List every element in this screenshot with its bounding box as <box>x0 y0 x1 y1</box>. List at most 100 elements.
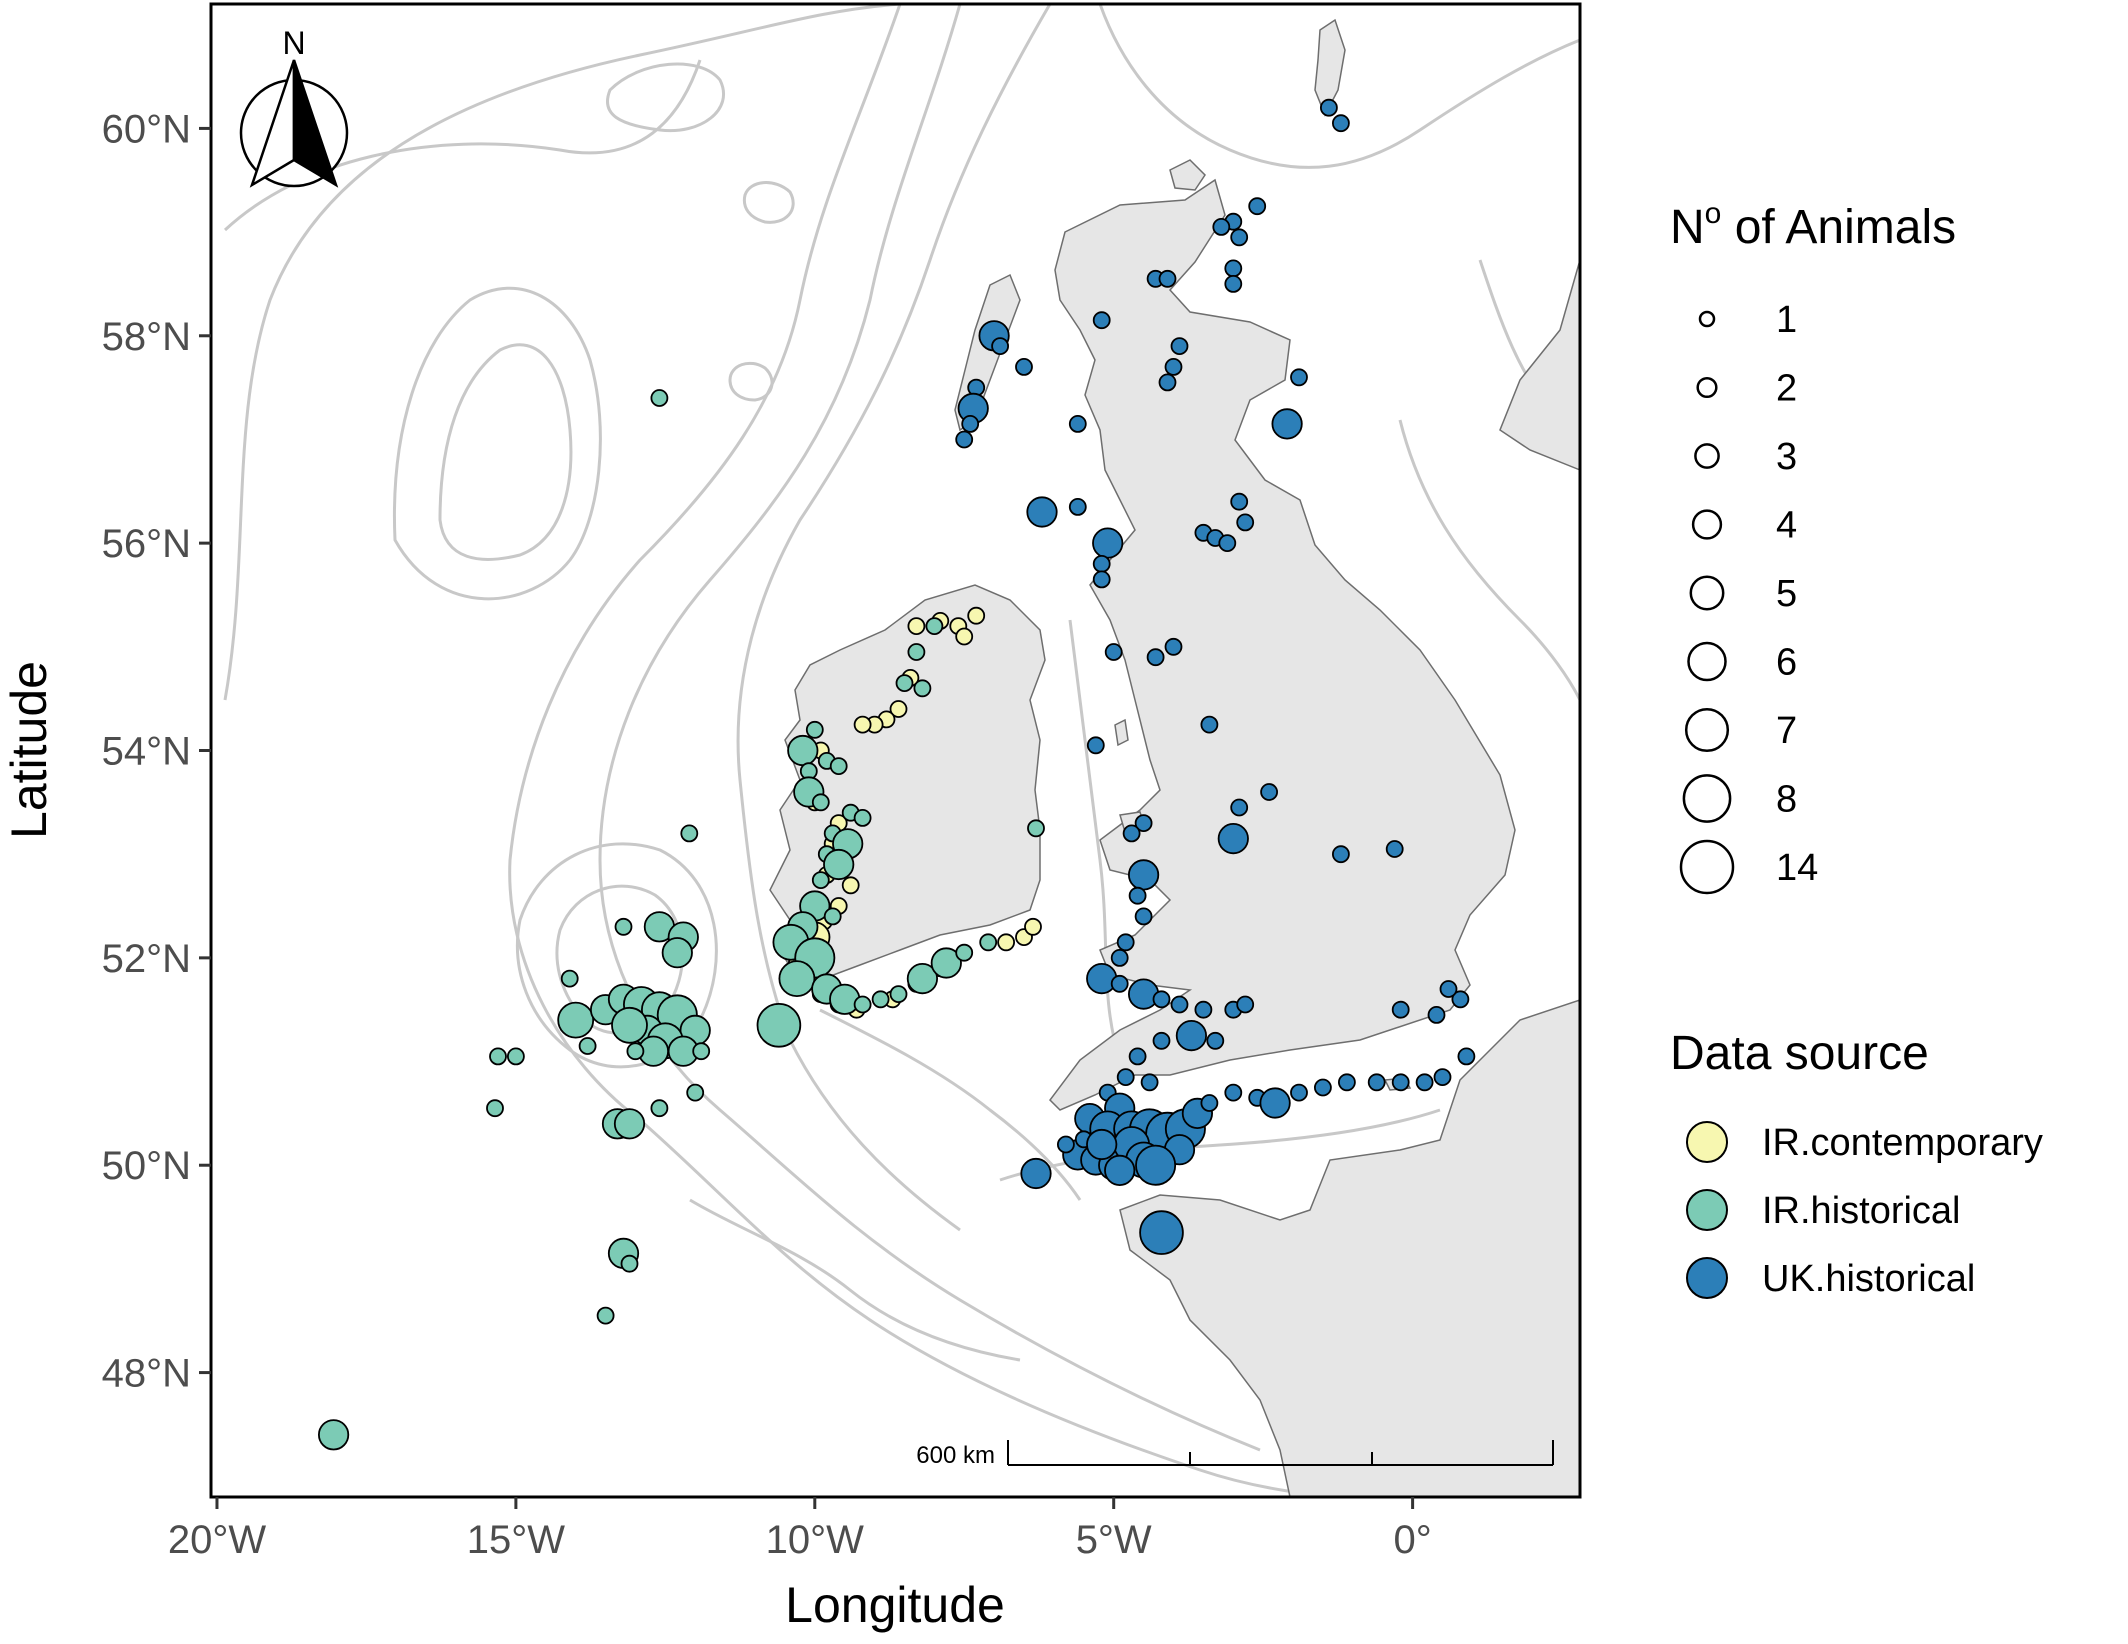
data-point <box>895 674 914 692</box>
channel-contour <box>999 1108 1441 1182</box>
data-point <box>1236 995 1255 1014</box>
data-point <box>1152 990 1171 1009</box>
data-point <box>871 990 890 1009</box>
data-point <box>1158 373 1177 392</box>
data-point <box>1015 357 1033 376</box>
data-point <box>1248 197 1267 216</box>
data-point <box>979 933 998 952</box>
color-legend-label: IR.contemporary <box>1762 1122 2043 1164</box>
data-point <box>1092 570 1111 589</box>
size-legend-swatch <box>1684 707 1730 753</box>
data-point <box>1086 962 1118 995</box>
data-point <box>1218 534 1237 552</box>
data-point <box>1314 1078 1332 1097</box>
data-point <box>1092 555 1111 573</box>
size-legend-label: 4 <box>1776 505 1797 547</box>
y-axis-title: Latitude <box>1 661 57 839</box>
data-point <box>906 962 939 995</box>
series-ir-historical <box>317 389 1045 1451</box>
data-point <box>1457 1047 1476 1066</box>
north-label: N <box>282 25 305 61</box>
data-point <box>1391 1000 1410 1019</box>
land-masses <box>769 18 1580 1497</box>
y-tick-label: 60°N <box>102 107 191 151</box>
color-legend-label: IR.historical <box>1762 1190 1961 1232</box>
data-point <box>614 917 633 936</box>
isle-of-man-land <box>1114 718 1129 747</box>
data-point <box>1140 1073 1159 1092</box>
size-legend-label: 14 <box>1776 847 1818 889</box>
data-point <box>1164 357 1183 376</box>
color-legend-swatch <box>1686 1189 1728 1231</box>
data-point <box>889 985 908 1003</box>
data-point <box>1086 1128 1118 1161</box>
data-point <box>1391 1073 1410 1092</box>
data-point <box>1385 840 1404 858</box>
shelf-contour-east <box>1398 419 1580 701</box>
data-point <box>1068 497 1087 516</box>
data-point <box>1139 1210 1184 1255</box>
size-legend-swatch <box>1687 641 1727 682</box>
data-point <box>955 627 974 646</box>
data-point <box>787 734 819 767</box>
data-point <box>1116 933 1135 952</box>
data-point <box>650 389 669 407</box>
north-arrow-icon: N <box>239 25 349 188</box>
data-point <box>756 1003 802 1048</box>
data-point <box>1128 1047 1147 1066</box>
data-point <box>1260 783 1278 801</box>
data-point <box>1134 814 1153 832</box>
data-point <box>1290 1083 1308 1102</box>
size-legend-title-n: N <box>1670 201 1705 254</box>
data-point <box>1122 824 1141 843</box>
color-legend-label: UK.historical <box>1762 1258 1975 1300</box>
data-point <box>1338 1073 1356 1092</box>
data-point <box>1158 269 1177 288</box>
data-point <box>507 1047 525 1066</box>
data-point <box>1057 1135 1075 1154</box>
data-point <box>626 1042 645 1061</box>
data-point <box>925 617 944 635</box>
data-point <box>620 1254 639 1273</box>
data-point <box>1092 311 1111 330</box>
x-tick-label: 20°W <box>168 1518 266 1562</box>
data-point <box>889 700 908 718</box>
data-point <box>1170 337 1189 356</box>
data-point <box>853 995 872 1014</box>
size-legend-label: 2 <box>1776 368 1797 410</box>
data-point <box>613 1108 646 1140</box>
data-point <box>1217 822 1249 855</box>
data-point <box>1224 274 1243 293</box>
data-point <box>1135 1144 1177 1186</box>
data-point <box>853 715 872 734</box>
data-point <box>930 947 962 979</box>
rockall-bank-contour <box>606 62 725 133</box>
norway-land <box>1499 259 1580 471</box>
data-point <box>841 876 860 895</box>
slope-contour-west <box>508 4 1361 1497</box>
data-point <box>823 848 855 881</box>
slope-contour-inner <box>736 4 1052 1232</box>
data-point <box>955 430 974 449</box>
scale-bar <box>1007 1440 1554 1466</box>
data-point <box>1104 643 1123 661</box>
size-legend-label: 8 <box>1776 779 1797 821</box>
data-point <box>1175 1019 1208 1052</box>
data-point <box>805 720 824 739</box>
irish-sea-contour <box>1068 619 1122 1061</box>
size-legend-label: 6 <box>1776 642 1797 684</box>
data-point <box>686 1083 705 1102</box>
data-point <box>997 933 1015 952</box>
data-point <box>1224 259 1243 278</box>
celtic-shelf-contour <box>819 1008 1082 1201</box>
data-point <box>1415 1073 1434 1092</box>
y-tick-label: 54°N <box>102 730 191 774</box>
data-point <box>1230 798 1249 817</box>
x-tick-label: 10°W <box>766 1518 864 1562</box>
data-point <box>907 643 926 661</box>
size-legend-label: 7 <box>1776 710 1797 752</box>
data-point <box>1134 907 1153 926</box>
data-point <box>967 606 986 625</box>
data-point <box>1332 114 1350 133</box>
